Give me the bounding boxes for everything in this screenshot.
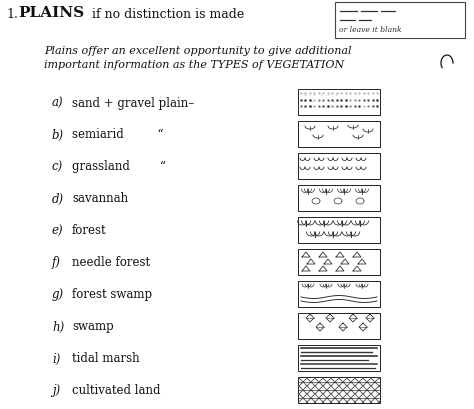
- Text: grassland        “: grassland “: [72, 160, 166, 173]
- Text: tidal marsh: tidal marsh: [72, 352, 140, 364]
- Bar: [298, 186, 380, 211]
- Bar: [298, 154, 380, 180]
- Text: e): e): [52, 224, 64, 237]
- Text: semiarid         “: semiarid “: [72, 128, 164, 141]
- Text: Plains offer an excellent opportunity to give additional: Plains offer an excellent opportunity to…: [44, 46, 352, 56]
- Text: 1.: 1.: [6, 8, 18, 21]
- Text: or leave it blank: or leave it blank: [339, 26, 401, 34]
- Bar: [298, 313, 380, 339]
- Bar: [298, 90, 380, 116]
- Text: h): h): [52, 320, 64, 333]
- Bar: [335, 3, 465, 39]
- Text: g): g): [52, 288, 64, 301]
- Bar: [298, 122, 380, 148]
- Text: a): a): [52, 96, 64, 109]
- Text: forest swamp: forest swamp: [72, 288, 152, 301]
- Text: i): i): [52, 352, 60, 364]
- Text: b): b): [52, 128, 64, 141]
- Text: j): j): [52, 384, 60, 397]
- Text: swamp: swamp: [72, 320, 114, 333]
- Text: c): c): [52, 160, 63, 173]
- Bar: [298, 377, 380, 403]
- Text: sand + gravel plain–: sand + gravel plain–: [72, 96, 194, 109]
- Text: .. .  .. .  ...: .. . .. . ...: [303, 105, 340, 109]
- Bar: [298, 345, 380, 371]
- Text: f): f): [52, 256, 61, 269]
- Text: .  . ...  . ..: . . ... . ..: [301, 99, 338, 103]
- Text: ... .  . ..  .: ... . . .. .: [303, 93, 338, 97]
- Text: cultivated land: cultivated land: [72, 384, 161, 397]
- Text: needle forest: needle forest: [72, 256, 150, 269]
- Text: PLAINS: PLAINS: [18, 6, 84, 20]
- Text: savannah: savannah: [72, 192, 128, 205]
- Bar: [298, 218, 380, 243]
- Bar: [298, 281, 380, 307]
- Text: important information as the TYPES of VEGETATION: important information as the TYPES of VE…: [44, 60, 344, 70]
- Bar: [298, 249, 380, 275]
- Text: forest: forest: [72, 224, 107, 237]
- Text: d): d): [52, 192, 64, 205]
- Text: if no distinction is made: if no distinction is made: [84, 8, 244, 21]
